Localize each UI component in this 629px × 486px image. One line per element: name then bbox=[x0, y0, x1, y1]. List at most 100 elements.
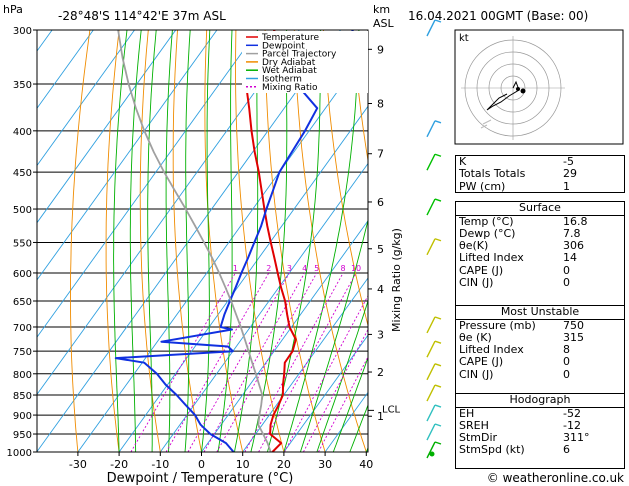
mixing-ratio-label: 8 bbox=[341, 264, 346, 273]
hodograph-table: Hodograph EH -52 SREH -12 StmDir 311° StmSp… bbox=[455, 393, 625, 469]
mixing-ratio-label: 1 bbox=[233, 264, 238, 273]
wind-barb bbox=[426, 384, 436, 402]
isotherm-line bbox=[77, 48, 368, 452]
wind-barb bbox=[426, 423, 436, 441]
altitude-tick-label: 7 bbox=[377, 148, 384, 161]
pressure-tick-label: 400 bbox=[13, 127, 32, 138]
unstable-row: Pressure (mb) 750 bbox=[459, 318, 584, 332]
mixing-ratio-label: 25 bbox=[407, 264, 417, 273]
surface-row: Dewp (°C) 7.8 bbox=[459, 226, 581, 240]
pressure-tick-label: 1000 bbox=[7, 448, 32, 459]
isotherm-line bbox=[37, 30, 135, 167]
pressure-tick-label: 800 bbox=[13, 370, 32, 381]
wind-barb-flag bbox=[434, 120, 442, 124]
mixing-ratio-label: 10 bbox=[351, 264, 361, 273]
mixing-ratio-line bbox=[130, 272, 236, 452]
storm-motion-dot bbox=[516, 87, 520, 91]
pressure-tick-label: 850 bbox=[13, 391, 32, 402]
wind-barb-flag bbox=[434, 198, 442, 202]
hodograph-row: StmSpd (kt) 6 bbox=[459, 443, 570, 457]
dry-adiabat-line bbox=[70, 30, 91, 452]
altitude-tick-label: 3 bbox=[377, 328, 384, 341]
dry-adiabat-line bbox=[204, 30, 244, 452]
hodograph-faint-trace bbox=[480, 119, 492, 129]
mixing-ratio-label: 15 bbox=[375, 264, 385, 273]
dry-adiabat-line bbox=[293, 30, 367, 452]
axes: 3003504004505005506006507007508008509009… bbox=[7, 26, 401, 471]
pressure-tick-label: 600 bbox=[13, 269, 32, 280]
wet-adiabat-line bbox=[165, 30, 173, 452]
mixing-ratio-axis-label: Mixing Ratio (g/kg) bbox=[390, 228, 403, 332]
legend-label: Parcel Trajectory bbox=[262, 50, 337, 60]
altitude-tick-label: 4 bbox=[377, 283, 384, 296]
dry-adiabat-line bbox=[235, 30, 285, 452]
pressure-tick-label: 950 bbox=[13, 430, 32, 441]
temperature-tick-label: 10 bbox=[236, 458, 250, 471]
wind-barb bbox=[426, 404, 436, 422]
hodograph-frame bbox=[454, 29, 624, 145]
isotherm-line bbox=[201, 219, 368, 452]
mixing-ratio-line bbox=[216, 272, 318, 452]
isotherm-line bbox=[159, 162, 368, 452]
wind-barb bbox=[426, 340, 436, 358]
temperature-tick-label: 30 bbox=[318, 458, 332, 471]
mixing-ratio-label: 2 bbox=[266, 264, 271, 273]
dry-adiabat-line bbox=[323, 30, 368, 328]
surface-row: Temp (°C) 16.8 bbox=[459, 214, 588, 228]
mixing-ratio-line bbox=[203, 272, 305, 452]
hodograph: kt bbox=[454, 29, 624, 145]
wind-barb bbox=[426, 120, 436, 138]
pressure-tick-label: 700 bbox=[13, 323, 32, 334]
wind-barb-flag bbox=[434, 423, 442, 427]
unstable-row: CIN (J) 0 bbox=[459, 367, 570, 381]
dewpoint-profile bbox=[114, 30, 354, 452]
wet-adiabat-line bbox=[113, 30, 128, 452]
altitude-tick-label: 6 bbox=[377, 196, 384, 209]
index-row: PW (cm) 1 bbox=[459, 179, 570, 193]
wet-adiabat-line bbox=[299, 218, 368, 452]
wind-barb-flag bbox=[434, 316, 442, 320]
wet-adiabat-line bbox=[349, 403, 368, 452]
hodograph-row: SREH -12 bbox=[459, 418, 581, 432]
location-title: -28°48'S 114°42'E 37m ASL bbox=[58, 9, 226, 23]
mixing-ratio-label: 3 bbox=[287, 264, 292, 273]
hodograph-unit-label: kt bbox=[459, 33, 469, 44]
isotherm-line bbox=[37, 30, 218, 281]
storm-motion-dot bbox=[520, 88, 526, 94]
isotherm-line bbox=[37, 30, 341, 452]
index-row: Totals Totals 29 bbox=[459, 167, 577, 181]
wind-barb bbox=[426, 441, 436, 459]
wind-barb-flag bbox=[434, 363, 442, 367]
wind-barb bbox=[426, 198, 436, 216]
legend-label: Dry Adiabat bbox=[262, 58, 316, 68]
hodograph-trace bbox=[486, 80, 520, 111]
wind-barb-flag bbox=[434, 384, 442, 388]
lcl-label: LCL bbox=[382, 404, 401, 415]
altitude-tick-label: 9 bbox=[377, 43, 384, 56]
unstable-row: θe (K) 315 bbox=[459, 330, 584, 344]
mixing-ratio-line bbox=[244, 272, 344, 452]
wet-adiabat-line bbox=[316, 299, 368, 452]
mixing-ratio-line bbox=[258, 272, 357, 452]
mixing-ratio-line bbox=[318, 355, 368, 452]
wind-barb-flag bbox=[434, 19, 442, 23]
x-axis-label: Dewpoint / Temperature (°C) bbox=[107, 471, 294, 486]
datetime-title: 16.04.2021 00GMT (Base: 00) bbox=[408, 9, 588, 23]
temperature-tick-label: -30 bbox=[69, 458, 87, 471]
wind-barb bbox=[426, 19, 436, 37]
surface-row: CAPE (J) 0 bbox=[459, 263, 570, 277]
dry-adiabat-line bbox=[139, 30, 161, 452]
wind-barb-flag bbox=[434, 441, 442, 445]
legend-label: Isotherm bbox=[262, 75, 302, 85]
pressure-tick-label: 350 bbox=[13, 80, 32, 91]
parcel-trajectory-profile bbox=[117, 30, 272, 452]
pressure-tick-label: 500 bbox=[13, 205, 32, 216]
pressure-tick-label: 300 bbox=[13, 26, 32, 37]
legend-label: Dewpoint bbox=[262, 41, 305, 51]
hodograph-row: StmDir 311° bbox=[459, 431, 590, 445]
dry-adiabat-line bbox=[105, 30, 120, 452]
wet-adiabat-line bbox=[234, 30, 259, 452]
wet-adiabat-line bbox=[129, 30, 142, 452]
temperature-tick-label: 20 bbox=[277, 458, 291, 471]
